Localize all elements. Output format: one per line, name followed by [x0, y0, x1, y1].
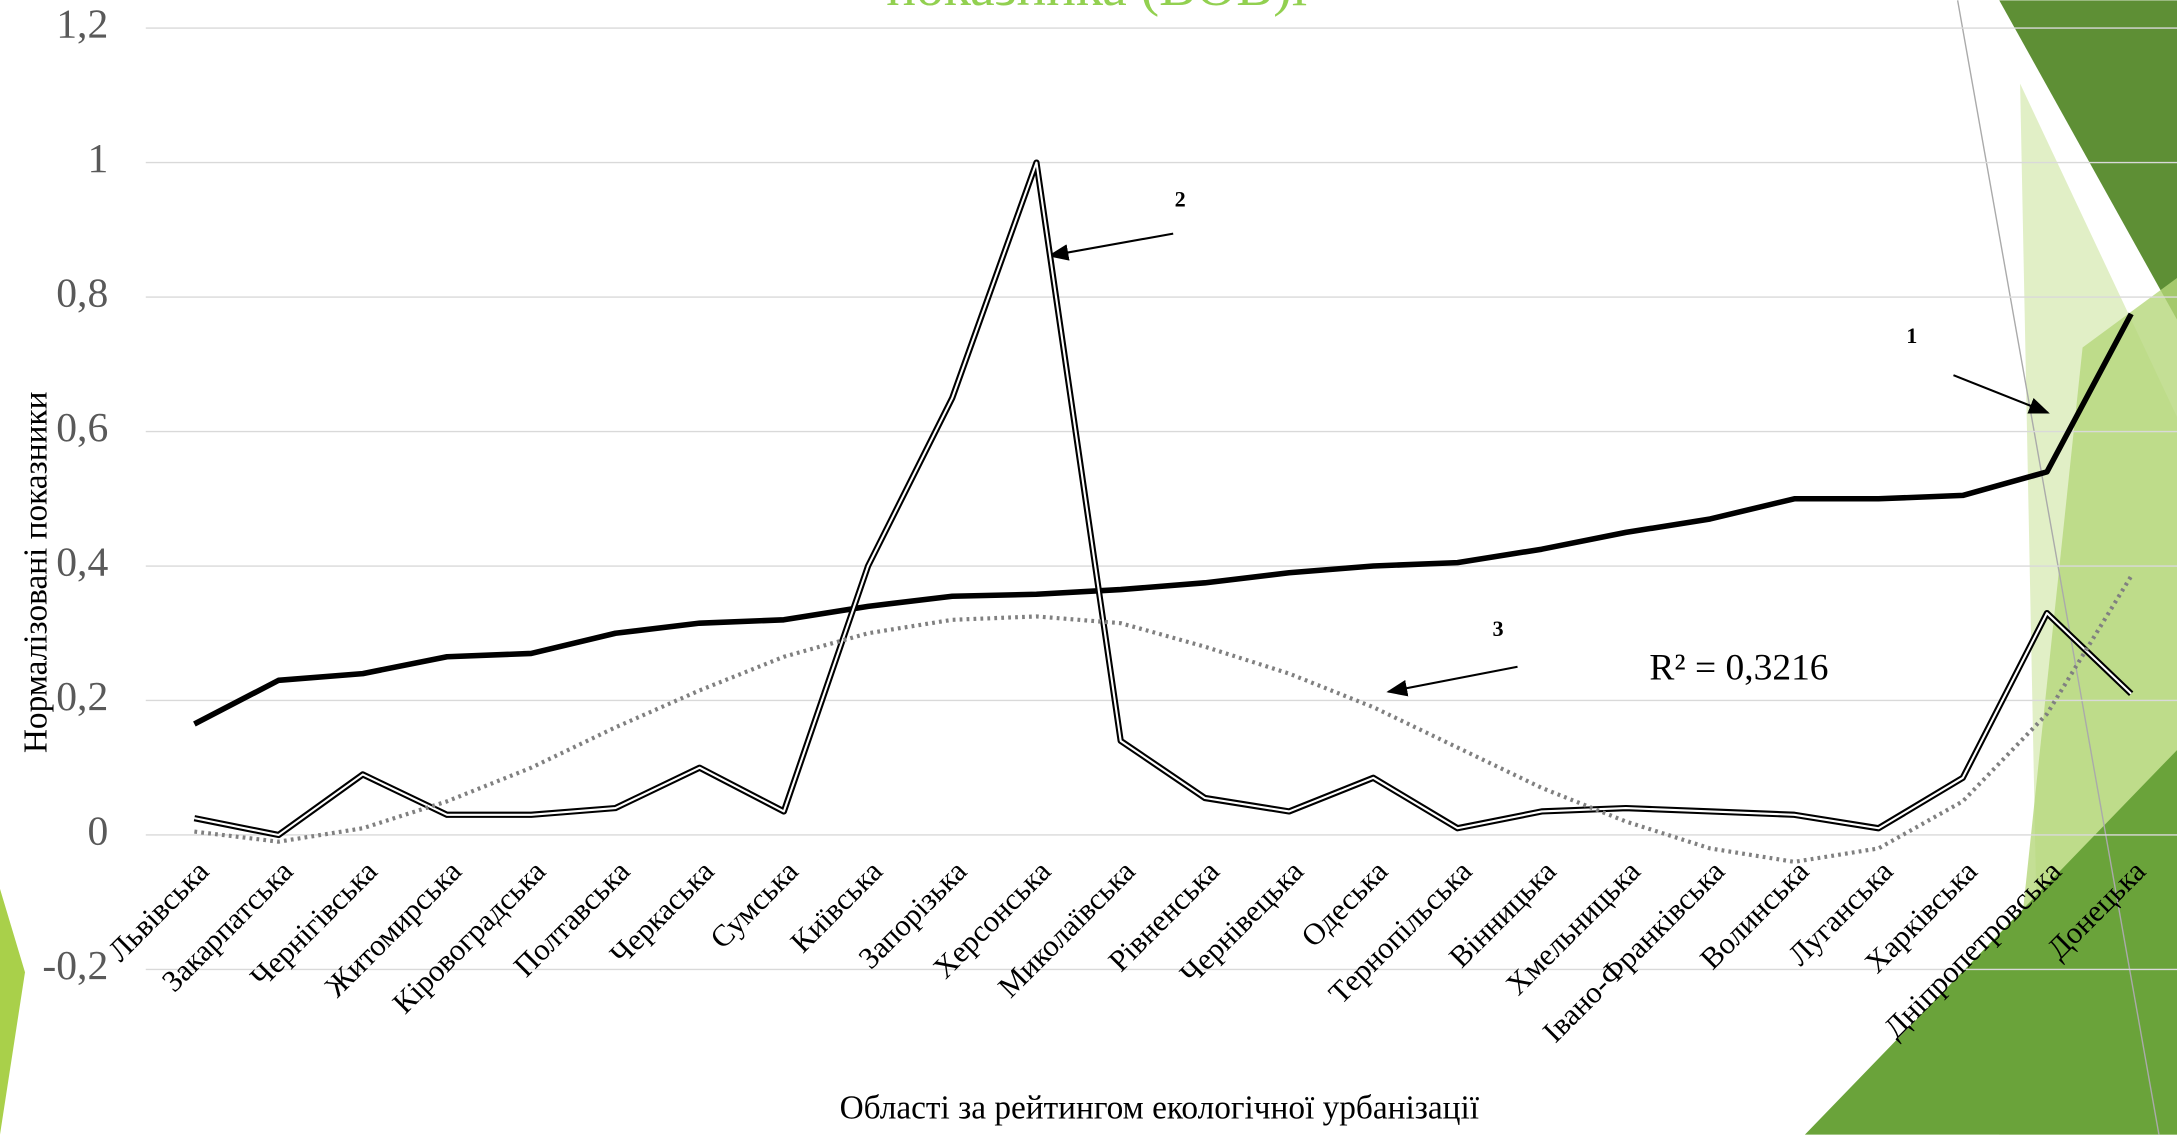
chart-title: показника (ВОВ)i — [886, 0, 1307, 18]
y-tick-label: 0 — [87, 809, 108, 855]
y-tick-label: 0,8 — [56, 271, 108, 317]
y-tick-label: 1,2 — [56, 2, 108, 48]
y-tick-label: 0,2 — [56, 674, 108, 720]
y-tick-label: 1 — [87, 136, 108, 182]
series-line — [193, 312, 2134, 727]
annotation: R² = 0,3216 — [1649, 648, 1828, 689]
annotation: 1 — [1906, 323, 1917, 348]
series-line-inner — [194, 161, 2132, 837]
y-axis-label: Нормалізовані показники — [18, 391, 55, 753]
annotation: 3 — [1493, 616, 1504, 641]
trend-line — [194, 575, 2133, 864]
y-tick-label: 0,4 — [56, 540, 108, 586]
arrows — [1047, 232, 2050, 697]
y-tick-label: 0,6 — [56, 405, 108, 451]
y-tick-label: -0,2 — [42, 943, 108, 989]
x-axis-label: Області за рейтингом екологічної урбаніз… — [840, 1090, 1480, 1127]
annotation: 2 — [1175, 187, 1186, 212]
